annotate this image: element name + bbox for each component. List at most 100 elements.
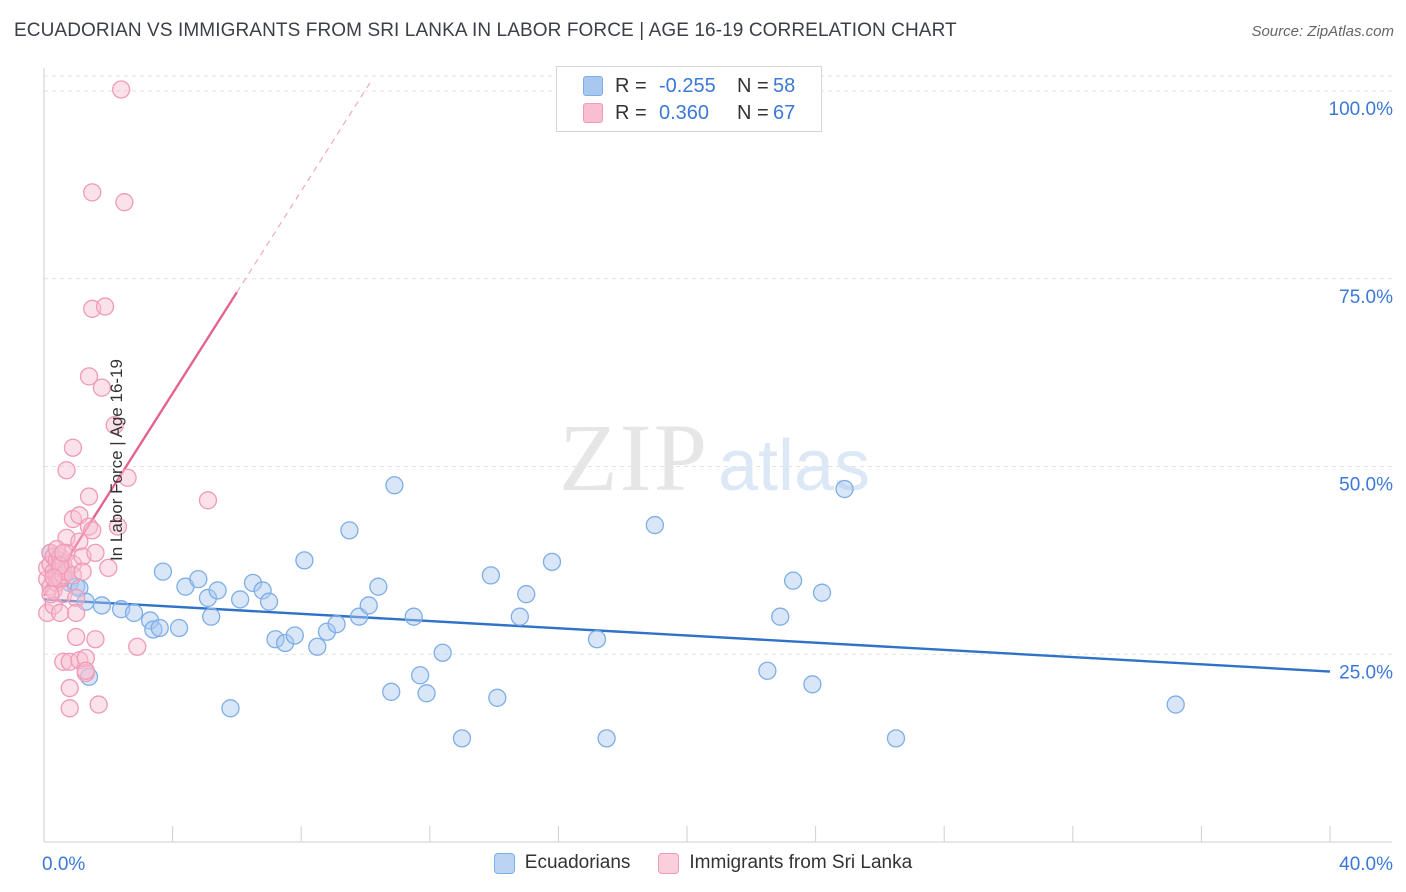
legend-label-sri-lanka: Immigrants from Sri Lanka (689, 852, 913, 873)
ecuadorian-point (124, 603, 144, 623)
sri-lanka-point (86, 630, 105, 649)
data-points (38, 80, 1185, 748)
ecuadorian-point (417, 684, 436, 703)
ecuadorian-point (253, 581, 272, 600)
ecuadorian-point (259, 592, 279, 611)
sri-lanka-point (57, 461, 76, 480)
ecuadorian-point (517, 585, 536, 604)
axes (43, 68, 1392, 843)
trend-lines (42, 79, 1331, 673)
sri-lanka-point (38, 603, 57, 623)
ecuadorian-point (404, 607, 423, 626)
sri-lanka-point (86, 543, 105, 563)
legend-n-label: N = (737, 74, 769, 97)
legend-swatch-ecuadorians (583, 76, 603, 96)
sri-lanka-point (95, 297, 115, 316)
sri-lanka-point (60, 699, 79, 718)
sri-lanka-point (105, 416, 124, 435)
ecuadorian-point (295, 551, 314, 570)
ecuadorian-point (266, 630, 285, 649)
sri-lanka-point (99, 558, 118, 578)
ecuadorian-point (481, 566, 501, 585)
ecuadorian-point (645, 515, 664, 535)
ecuadorian-point (542, 552, 562, 572)
sri-lanka-point (67, 627, 86, 647)
legend-n-value: 67 (773, 101, 796, 124)
ecuadorian-point (452, 729, 472, 748)
gridlines (44, 75, 1392, 655)
ecuadorian-point (189, 570, 208, 589)
legend-n-value: 58 (773, 74, 796, 97)
sri-lanka-point (89, 695, 108, 714)
sri-lanka-point (44, 568, 63, 587)
sri-lanka-point (67, 603, 86, 623)
sri-lanka-point (41, 585, 60, 604)
sri-lanka-trend-line (42, 291, 238, 597)
legend-swatch-ecuadorians (493, 852, 515, 874)
sri-lanka-point (70, 532, 89, 551)
legend-swatch-sri-lanka (658, 852, 680, 874)
ecuadorian-point (153, 562, 173, 581)
legend-row-ecuadorians: R = -0.255 N = 58 (583, 73, 795, 99)
sri-lanka-point (108, 517, 128, 536)
watermark: ZIP atlas (559, 404, 870, 511)
sri-lanka-point (50, 603, 70, 623)
ecuadorian-point (433, 643, 452, 662)
sri-lanka-point (79, 487, 99, 506)
chart-title: ECUADORIAN VS IMMIGRANTS FROM SRI LANKA … (14, 20, 957, 41)
legend-item-ecuadorians[interactable]: Ecuadorians (493, 852, 631, 874)
watermark-zip: ZIP (559, 404, 709, 511)
legend-row-sri-lanka: R = 0.360 N = 67 (583, 100, 795, 126)
stats-legend: R = -0.255 N = 58 R = 0.360 N = 67 (556, 66, 822, 132)
legend-swatch-sri-lanka (583, 103, 603, 123)
legend-r-value: 0.360 (659, 101, 710, 124)
ecuadorian-point (385, 476, 404, 495)
sri-lanka-point (112, 80, 131, 99)
sri-lanka-point (54, 652, 73, 671)
ecuadorian-point (488, 688, 507, 707)
legend-label-ecuadorians: Ecuadorians (524, 852, 631, 873)
ecuadorian-point (230, 590, 250, 609)
sri-lanka-point (83, 521, 102, 540)
ecuadorian-point (359, 596, 378, 615)
sri-lanka-point (115, 193, 134, 212)
y-tick-label: 25.0% (1339, 662, 1393, 683)
ecuadorian-point (221, 699, 240, 718)
ecuadorian-point (198, 588, 218, 608)
ecuadorian-point (92, 596, 112, 615)
ecuadorian-point (510, 607, 529, 626)
ecuadorian-point (208, 581, 227, 600)
x-tick-label: 40.0% (1339, 854, 1393, 875)
legend-item-sri-lanka[interactable]: Immigrants from Sri Lanka (658, 852, 912, 874)
sri-lanka-point (118, 468, 137, 487)
sri-lanka-point (63, 438, 83, 457)
ecuadorian-point (597, 729, 616, 748)
sri-lanka-point (76, 648, 95, 668)
sri-lanka-point (67, 588, 86, 608)
legend-r-value: -0.255 (659, 74, 716, 97)
sri-lanka-trend-extension (236, 79, 373, 293)
ecuadorian-point (771, 607, 790, 626)
ecuadorian-point (243, 573, 263, 593)
ecuadorian-point (144, 620, 163, 639)
y-axis-label: In Labor Force | Age 16-19 (106, 359, 126, 561)
tick-labels: 25.0% 50.0% 75.0% 100.0% 0.0% 40.0% (42, 99, 1393, 875)
ecuadorian-point (1166, 695, 1185, 714)
source-label: Source: ZipAtlas.com (1251, 23, 1394, 40)
ecuadorian-point (382, 682, 401, 701)
sri-lanka-point (83, 183, 102, 202)
sri-lanka-point (128, 637, 147, 656)
sri-lanka-point (60, 678, 79, 698)
ecuadorian-point (285, 626, 304, 645)
ecuadorian-point (369, 577, 388, 596)
sri-lanka-point (92, 378, 112, 397)
sri-lanka-point (63, 566, 83, 585)
ecuadorian-point (275, 633, 295, 653)
ecuadorian-point (886, 729, 906, 748)
ecuadorian-point (803, 675, 822, 694)
legend-r-label: R = (615, 101, 647, 124)
series-legend: Ecuadorians Immigrants from Sri Lanka (0, 852, 1406, 874)
ecuadorian-point (835, 479, 854, 499)
ecuadorian-point (169, 618, 189, 638)
sri-lanka-point (79, 367, 99, 386)
